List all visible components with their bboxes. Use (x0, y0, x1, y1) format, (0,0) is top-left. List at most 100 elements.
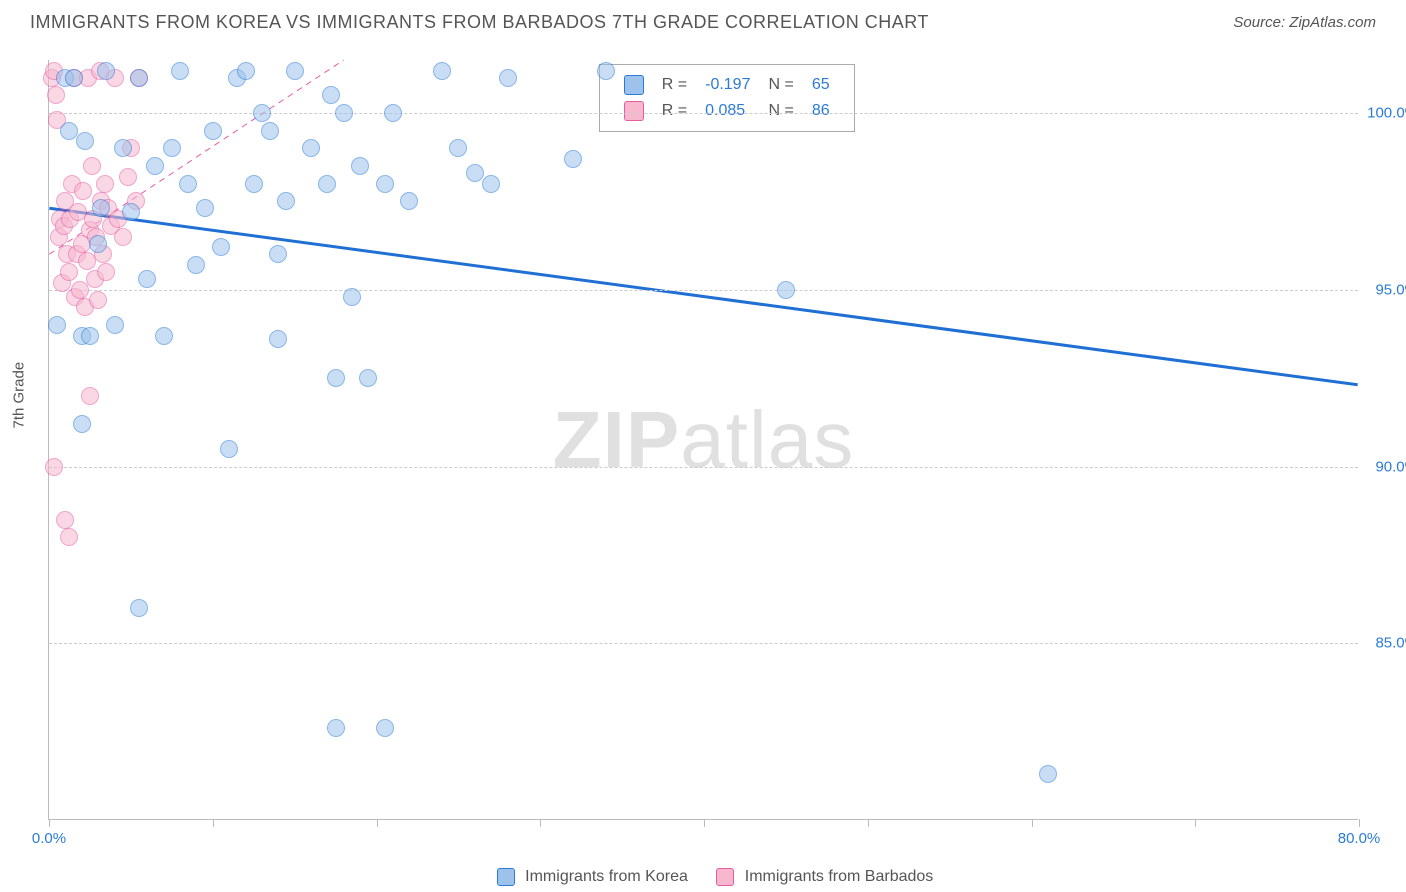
data-point-korea (73, 415, 91, 433)
data-point-korea (777, 281, 795, 299)
data-point-korea (327, 369, 345, 387)
data-point-korea (433, 62, 451, 80)
data-point-korea (449, 139, 467, 157)
data-point-korea (155, 327, 173, 345)
data-point-korea (277, 192, 295, 210)
x-tick-label: 0.0% (32, 830, 66, 847)
data-point-korea (163, 139, 181, 157)
x-tick (540, 819, 541, 827)
data-point-korea (302, 139, 320, 157)
data-point-korea (245, 175, 263, 193)
data-point-korea (130, 69, 148, 87)
x-tick (1032, 819, 1033, 827)
data-point-korea (146, 157, 164, 175)
data-point-korea (359, 369, 377, 387)
data-point-korea (48, 316, 66, 334)
legend-r-label: R = (654, 73, 695, 97)
data-point-korea (343, 288, 361, 306)
legend-n-value-korea: 65 (804, 73, 838, 97)
legend-r-value-korea: -0.197 (697, 73, 758, 97)
data-point-korea (171, 62, 189, 80)
data-point-barbados (83, 157, 101, 175)
legend-swatch-barbados (624, 101, 644, 121)
chart-title: IMMIGRANTS FROM KOREA VS IMMIGRANTS FROM… (30, 12, 929, 33)
data-point-korea (1039, 765, 1057, 783)
legend-n-label: N = (760, 73, 801, 97)
data-point-barbados (60, 263, 78, 281)
data-point-korea (499, 69, 517, 87)
data-point-korea (400, 192, 418, 210)
data-point-barbados (97, 263, 115, 281)
gridline (49, 113, 1358, 114)
data-point-korea (318, 175, 336, 193)
x-tick (49, 819, 50, 827)
data-point-barbados (89, 291, 107, 309)
legend-n-label: N = (760, 99, 801, 123)
data-point-korea (376, 175, 394, 193)
data-point-barbados (74, 182, 92, 200)
y-tick-label: 90.0% (1363, 458, 1406, 475)
x-tick (1359, 819, 1360, 827)
data-point-korea (482, 175, 500, 193)
legend-label-korea: Immigrants from Korea (525, 868, 688, 885)
trend-lines-layer (49, 60, 1358, 819)
x-tick-label: 80.0% (1338, 830, 1381, 847)
data-point-barbados (119, 168, 137, 186)
data-point-korea (564, 150, 582, 168)
y-axis-label: 7th Grade (11, 361, 28, 428)
legend-table: R = -0.197 N = 65 R = 0.085 N = 86 (614, 71, 840, 125)
legend-r-value-barbados: 0.085 (697, 99, 758, 123)
legend-swatch-korea-icon (497, 868, 515, 886)
data-point-korea (466, 164, 484, 182)
data-point-korea (89, 235, 107, 253)
data-point-korea (81, 327, 99, 345)
y-tick-label: 95.0% (1363, 281, 1406, 298)
data-point-korea (269, 330, 287, 348)
data-point-korea (60, 122, 78, 140)
data-point-korea (237, 62, 255, 80)
watermark-logo: ZIPatlas (553, 394, 854, 486)
data-point-korea (376, 719, 394, 737)
legend-swatch-barbados-icon (716, 868, 734, 886)
chart-header: IMMIGRANTS FROM KOREA VS IMMIGRANTS FROM… (0, 0, 1406, 41)
data-point-barbados (60, 528, 78, 546)
data-point-korea (322, 86, 340, 104)
data-point-korea (327, 719, 345, 737)
data-point-korea (261, 122, 279, 140)
source-attribution: Source: ZipAtlas.com (1233, 14, 1376, 31)
data-point-korea (179, 175, 197, 193)
x-tick (1195, 819, 1196, 827)
data-point-korea (122, 203, 140, 221)
legend-row-barbados: R = 0.085 N = 86 (616, 99, 838, 123)
x-tick (704, 819, 705, 827)
legend-n-value-barbados: 86 (804, 99, 838, 123)
data-point-korea (597, 62, 615, 80)
series-legend: Immigrants from Korea Immigrants from Ba… (0, 868, 1406, 886)
data-point-barbados (96, 175, 114, 193)
data-point-korea (220, 440, 238, 458)
data-point-korea (335, 104, 353, 122)
legend-label-barbados: Immigrants from Barbados (745, 868, 934, 885)
data-point-korea (269, 245, 287, 263)
data-point-barbados (45, 458, 63, 476)
data-point-korea (76, 132, 94, 150)
data-point-korea (65, 69, 83, 87)
data-point-korea (286, 62, 304, 80)
legend-swatch-korea (624, 75, 644, 95)
gridline (49, 643, 1358, 644)
source-name: ZipAtlas.com (1289, 14, 1376, 31)
data-point-barbados (47, 86, 65, 104)
data-point-korea (384, 104, 402, 122)
gridline (49, 290, 1358, 291)
watermark-part1: ZIP (553, 395, 680, 484)
correlation-legend: R = -0.197 N = 65 R = 0.085 N = 86 (599, 64, 855, 132)
data-point-korea (187, 256, 205, 274)
data-point-korea (204, 122, 222, 140)
data-point-barbados (114, 228, 132, 246)
data-point-barbados (78, 252, 96, 270)
data-point-korea (212, 238, 230, 256)
legend-row-korea: R = -0.197 N = 65 (616, 73, 838, 97)
data-point-korea (130, 599, 148, 617)
data-point-korea (97, 62, 115, 80)
data-point-korea (253, 104, 271, 122)
